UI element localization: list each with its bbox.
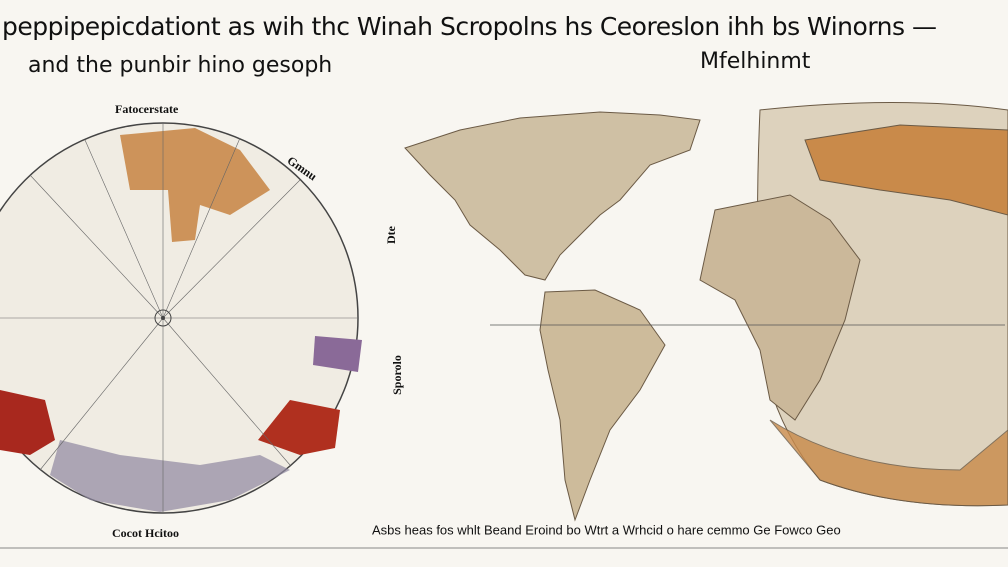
title-line: peppipepicdationt as wih thc Winah Scrop… [2, 12, 936, 41]
radial-lines [0, 123, 358, 513]
center-mark [154, 309, 172, 327]
region-gray [50, 440, 290, 512]
region-brown [120, 128, 270, 242]
region-purple [313, 336, 362, 372]
continent-south-america [539, 289, 666, 522]
subtitle: Mfelhinmt [700, 49, 811, 74]
world-map [404, 102, 1008, 522]
caption: Asbs heas fos whlt Beand Eroind bo Wtrt … [372, 522, 841, 537]
map-label: Dte [384, 225, 398, 244]
continent-asia [804, 124, 1008, 216]
continent-north-america [404, 111, 701, 281]
region-red [0, 390, 55, 455]
continent-africa [699, 194, 861, 421]
map-label: Cocot Hcitoo [112, 526, 179, 540]
title-line: and the punbir hino gesoph [28, 53, 332, 78]
circle-map: Fatocerstate Gmnu Dte Sporolo Cocot Hcit… [0, 102, 404, 540]
center-mark [161, 316, 165, 320]
map-label: Sporolo [390, 355, 404, 395]
region-brown [769, 419, 1008, 507]
map-label: Fatocerstate [115, 102, 179, 116]
region-red [258, 400, 340, 455]
